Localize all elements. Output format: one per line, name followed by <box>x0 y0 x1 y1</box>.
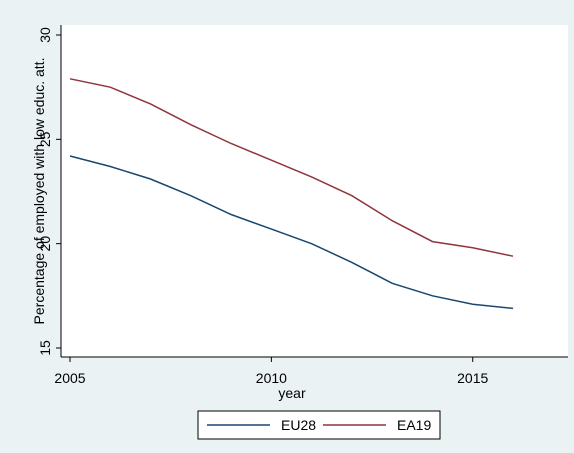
y-tick-label: 15 <box>37 340 53 356</box>
y-tick-label: 30 <box>37 27 53 43</box>
series-lines <box>69 78 514 310</box>
x-tick-label: 2015 <box>457 370 488 386</box>
x-ticks: 2005 2010 2015 <box>54 357 489 386</box>
legend-label-ea19: EA19 <box>397 417 431 433</box>
y-tick-label: 25 <box>37 131 53 147</box>
x-tick-label: 2010 <box>256 370 287 386</box>
x-tick-label: 2005 <box>54 370 85 386</box>
series-line-ea19 <box>69 78 514 257</box>
plot-area <box>61 25 568 357</box>
x-axis-title: year <box>278 385 306 401</box>
legend-label-eu28: EU28 <box>281 417 316 433</box>
y-axis-title: Percentage of employed with low educ. at… <box>31 58 47 325</box>
series-line-eu28 <box>69 155 514 310</box>
y-ticks: 15 20 25 30 <box>37 27 61 356</box>
legend: EU28 EA19 <box>197 410 441 440</box>
y-tick-label: 20 <box>37 236 53 252</box>
